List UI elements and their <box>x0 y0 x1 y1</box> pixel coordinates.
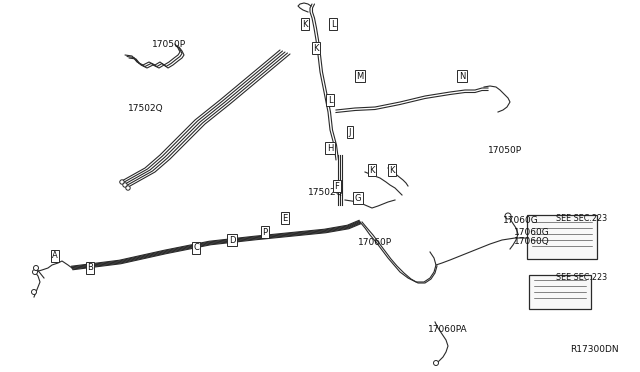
Text: 17060G: 17060G <box>514 228 550 237</box>
FancyBboxPatch shape <box>527 215 597 259</box>
Circle shape <box>123 183 127 187</box>
Text: 17050P: 17050P <box>152 39 186 48</box>
Circle shape <box>126 186 130 190</box>
Text: P: P <box>262 228 268 237</box>
Circle shape <box>505 213 511 219</box>
Circle shape <box>31 289 36 295</box>
Circle shape <box>33 266 38 270</box>
Text: 17060PA: 17060PA <box>428 326 468 334</box>
Text: 17502Q: 17502Q <box>308 187 344 196</box>
Text: 17502Q: 17502Q <box>128 103 164 112</box>
Text: L: L <box>331 19 335 29</box>
Text: K: K <box>389 166 395 174</box>
FancyBboxPatch shape <box>529 275 591 309</box>
Text: 17060G: 17060G <box>503 215 539 224</box>
Text: G: G <box>355 193 361 202</box>
Text: F: F <box>335 182 339 190</box>
Text: C: C <box>193 244 199 253</box>
Circle shape <box>433 360 438 366</box>
Text: SEE SEC.223: SEE SEC.223 <box>556 214 607 222</box>
Text: K: K <box>302 19 308 29</box>
Text: H: H <box>327 144 333 153</box>
Text: B: B <box>87 263 93 273</box>
Text: SEE SEC.223: SEE SEC.223 <box>556 273 607 282</box>
Text: K: K <box>369 166 375 174</box>
Text: 17060Q: 17060Q <box>514 237 550 246</box>
Text: K: K <box>313 44 319 52</box>
Text: 17050P: 17050P <box>488 145 522 154</box>
Circle shape <box>120 180 124 184</box>
Text: N: N <box>459 71 465 80</box>
Text: J: J <box>349 128 351 137</box>
Circle shape <box>33 269 38 275</box>
Text: M: M <box>356 71 364 80</box>
Text: R17300DN: R17300DN <box>570 346 619 355</box>
Text: 17060P: 17060P <box>358 237 392 247</box>
Text: L: L <box>328 96 332 105</box>
Text: E: E <box>282 214 287 222</box>
Text: D: D <box>228 235 236 244</box>
Text: A: A <box>52 251 58 260</box>
